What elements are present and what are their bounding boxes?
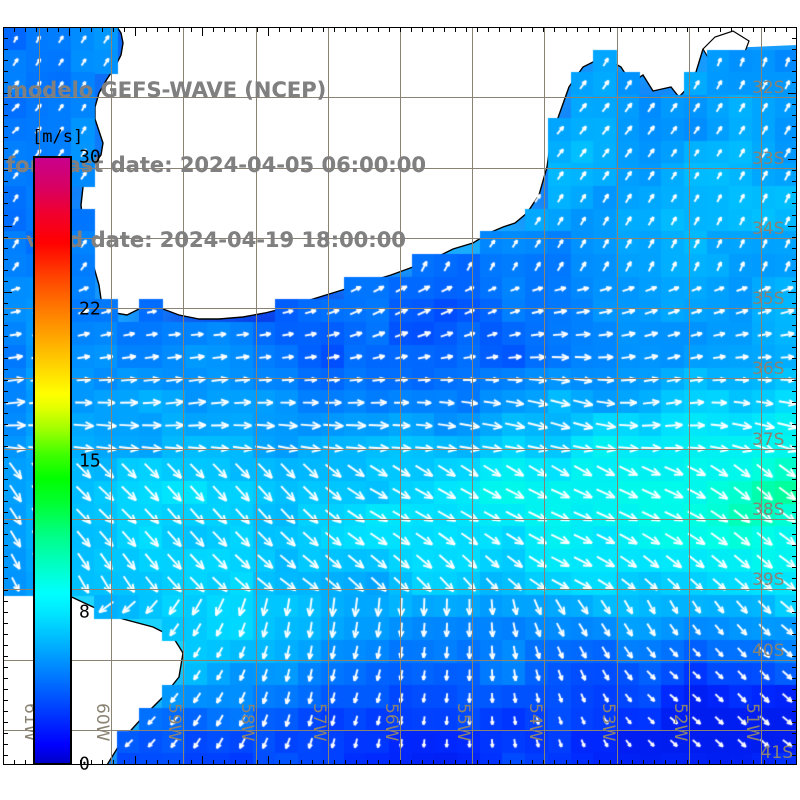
title-line-forecast: forecast date: 2024-04-05 06:00:00 (6, 153, 426, 177)
lon-label-54W: 54W (525, 703, 545, 742)
lon-label-52W: 52W (670, 703, 690, 742)
lon-label-56W: 56W (381, 703, 401, 742)
lon-label-60W: 60W (92, 703, 112, 742)
colorbar-tick-8: 8 (79, 601, 90, 623)
lat-label-37S: 37S (752, 430, 785, 450)
colorbar-tick-22: 22 (79, 298, 101, 320)
graticule-meridian-58W (256, 27, 257, 765)
lat-label-33S: 33S (752, 149, 785, 169)
graticule-meridian-52W (689, 27, 690, 765)
graticule-parallel-37S (3, 449, 797, 450)
map-plot-area[interactable]: 61W 60W 59W 58W 57W 56W 55W 54W 53W 52W 51W 32S 33S 3… (3, 27, 797, 765)
lat-label-32S: 32S (752, 78, 785, 98)
lon-label-51W: 51W (742, 703, 762, 742)
colorbar[interactable]: [m/s] 30 22 15 8 0 (32, 127, 101, 775)
graticule (3, 27, 797, 765)
lat-label-39S: 39S (752, 570, 785, 590)
corner-lat-label: 41S (760, 743, 793, 763)
graticule-meridian-51W (761, 27, 762, 765)
graticule-parallel-36S (3, 378, 797, 379)
lon-label-57W: 57W (309, 703, 329, 742)
graticule-parallel-33S (3, 168, 797, 169)
graticule-parallel-38S (3, 519, 797, 520)
graticule-parallel-40S (3, 660, 797, 661)
lon-label-58W: 58W (237, 703, 257, 742)
lat-label-34S: 34S (752, 219, 785, 239)
graticule-meridian-53W (617, 27, 618, 765)
graticule-meridian-60W (111, 27, 112, 765)
graticule-parallel-34S (3, 238, 797, 239)
lat-label-35S: 35S (752, 289, 785, 309)
lat-label-38S: 38S (752, 500, 785, 520)
graticule-parallel-41S (3, 730, 797, 731)
title-line-model: modelo GEFS-WAVE (NCEP) (6, 78, 327, 102)
lon-label-59W: 59W (164, 703, 184, 742)
graticule-parallel-32S (3, 97, 797, 98)
graticule-parallel-35S (3, 308, 797, 309)
graticule-parallel-39S (3, 589, 797, 590)
graticule-meridian-57W (328, 27, 329, 765)
graticule-meridian-56W (400, 27, 401, 765)
lon-label-53W: 53W (598, 703, 618, 742)
colorbar-tick-0: 0 (79, 753, 90, 775)
figure-title-block: modelo GEFS-WAVE (NCEP) forecast date: 2… (6, 28, 426, 303)
graticule-meridian-59W (183, 27, 184, 765)
lon-label-55W: 55W (453, 703, 473, 742)
colorbar-tick-15: 15 (79, 450, 101, 471)
lat-label-36S: 36S (752, 359, 785, 379)
colorbar-tick-30: 30 (79, 146, 101, 168)
colorbar-gradient[interactable] (33, 156, 72, 765)
lat-label-40S: 40S (752, 641, 785, 661)
graticule-meridian-54W (544, 27, 545, 765)
graticule-meridian-55W (472, 27, 473, 765)
map-axis-labels: 61W 60W 59W 58W 57W 56W 55W 54W 53W 52W 51W 32S 33S 3… (3, 27, 797, 765)
colorbar-unit-label: [m/s] (32, 127, 84, 147)
